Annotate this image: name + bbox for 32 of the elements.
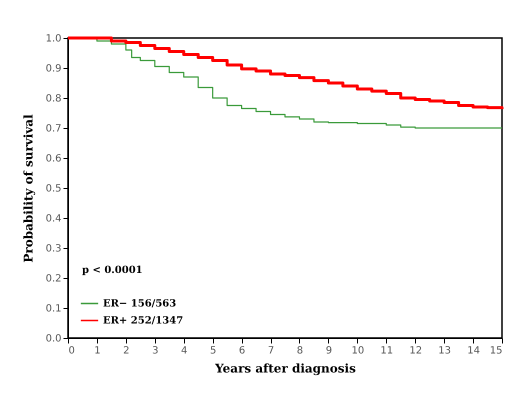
y-tick-label: 0.3 — [46, 244, 62, 254]
x-tick-label: 12 — [409, 346, 422, 356]
legend-label: ER+ 252/1347 — [103, 316, 184, 326]
x-tick-label: 13 — [438, 346, 451, 356]
x-tick-label: 2 — [123, 346, 130, 356]
x-tick-label: 8 — [296, 346, 304, 356]
y-tick-label: 0.0 — [46, 334, 62, 344]
x-tick-label: 7 — [268, 346, 274, 356]
x-tick-label: 9 — [326, 346, 332, 356]
x-tick-label: 4 — [181, 346, 188, 356]
x-tick-label: 15 — [490, 346, 502, 356]
x-tick-label: 10 — [351, 346, 364, 356]
y-tick-label: 0.7 — [46, 124, 62, 134]
x-tick-label: 0 — [68, 346, 75, 356]
x-tick-label: 5 — [210, 346, 216, 356]
y-tick-label: 0.5 — [46, 184, 62, 194]
x-tick-label: 14 — [467, 346, 480, 356]
y-tick-label: 1.0 — [46, 34, 62, 44]
x-tick-label: 6 — [238, 346, 246, 356]
annotation: p < 0.0001 — [82, 265, 143, 276]
y-axis-title: Probability of survival — [22, 114, 36, 263]
x-tick-label: 11 — [380, 346, 394, 356]
y-tick-label: 0.9 — [46, 64, 62, 74]
x-tick-label: 1 — [94, 346, 101, 356]
legend-label: ER− 156/563 — [103, 298, 176, 310]
y-tick-label: 0.8 — [46, 94, 62, 104]
y-tick-label: 0.2 — [46, 274, 62, 284]
y-tick-label: 0.1 — [46, 304, 62, 314]
y-tick-label: 0.4 — [46, 214, 62, 224]
x-tick-label: 3 — [152, 346, 158, 356]
y-tick-label: 0.6 — [46, 154, 62, 164]
x-axis-title: Years after diagnosis — [214, 362, 356, 376]
